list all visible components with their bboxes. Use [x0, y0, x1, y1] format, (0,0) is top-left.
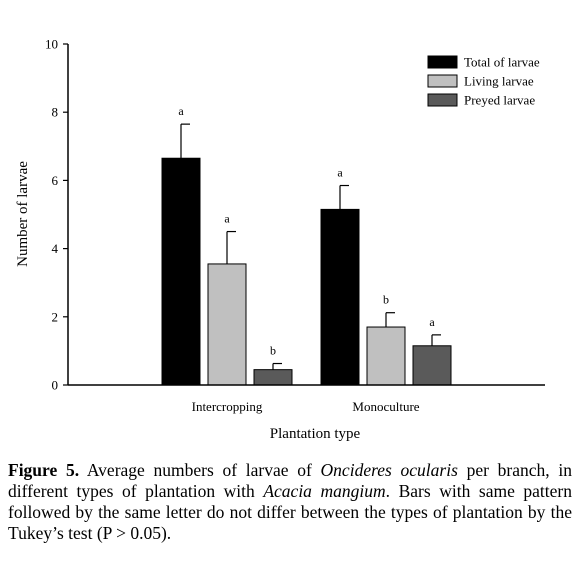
bar [161, 157, 201, 386]
y-tick-label: 10 [45, 37, 58, 52]
significance-letter: a [429, 315, 435, 329]
caption-figure-label: Figure 5. [8, 460, 80, 480]
y-tick-label: 8 [52, 105, 59, 120]
legend-label: Preyed larvae [464, 93, 535, 108]
bars-group: a a b a b a [161, 104, 452, 386]
legend-label: Living larvae [464, 74, 534, 89]
significance-letter: a [337, 166, 343, 180]
y-tick-label: 0 [52, 378, 59, 393]
legend: Total of larvae Living larvae Preyed larva… [427, 55, 540, 108]
y-axis-label: Number of larvae [15, 161, 31, 267]
bar [320, 208, 360, 386]
bar [366, 326, 406, 386]
significance-letter: b [270, 344, 276, 358]
figure-caption: Figure 5. Average numbers of larvae of O… [8, 460, 572, 544]
significance-letter: a [178, 104, 184, 118]
caption-species: Oncideres ocularis [320, 460, 458, 480]
bar [253, 369, 293, 386]
x-axis: Intercropping Monoculture [68, 384, 545, 414]
legend-label: Total of larvae [464, 55, 540, 70]
legend-swatch [427, 93, 458, 107]
legend-swatch [427, 55, 458, 69]
caption-host: Acacia mangium [263, 481, 386, 501]
y-axis: 0 2 4 6 8 10 [45, 37, 69, 393]
caption-text-3: . Bars with same pattern followed by the… [8, 481, 572, 543]
caption-text-1: Average numbers of larvae of [79, 460, 321, 480]
y-tick-label: 4 [52, 241, 59, 256]
caption-text-2: per branch, in different types of planta… [8, 460, 572, 501]
y-tick-label: 6 [52, 173, 59, 188]
x-tick-label: Monoculture [352, 399, 419, 414]
y-tick-label: 2 [52, 309, 59, 324]
bar [412, 345, 452, 386]
significance-letter: a [224, 212, 230, 226]
x-axis-label: Plantation type [270, 426, 361, 442]
significance-letter: b [383, 293, 389, 307]
legend-swatch [427, 74, 458, 88]
x-tick-label: Intercropping [192, 399, 263, 414]
bar [207, 263, 247, 386]
